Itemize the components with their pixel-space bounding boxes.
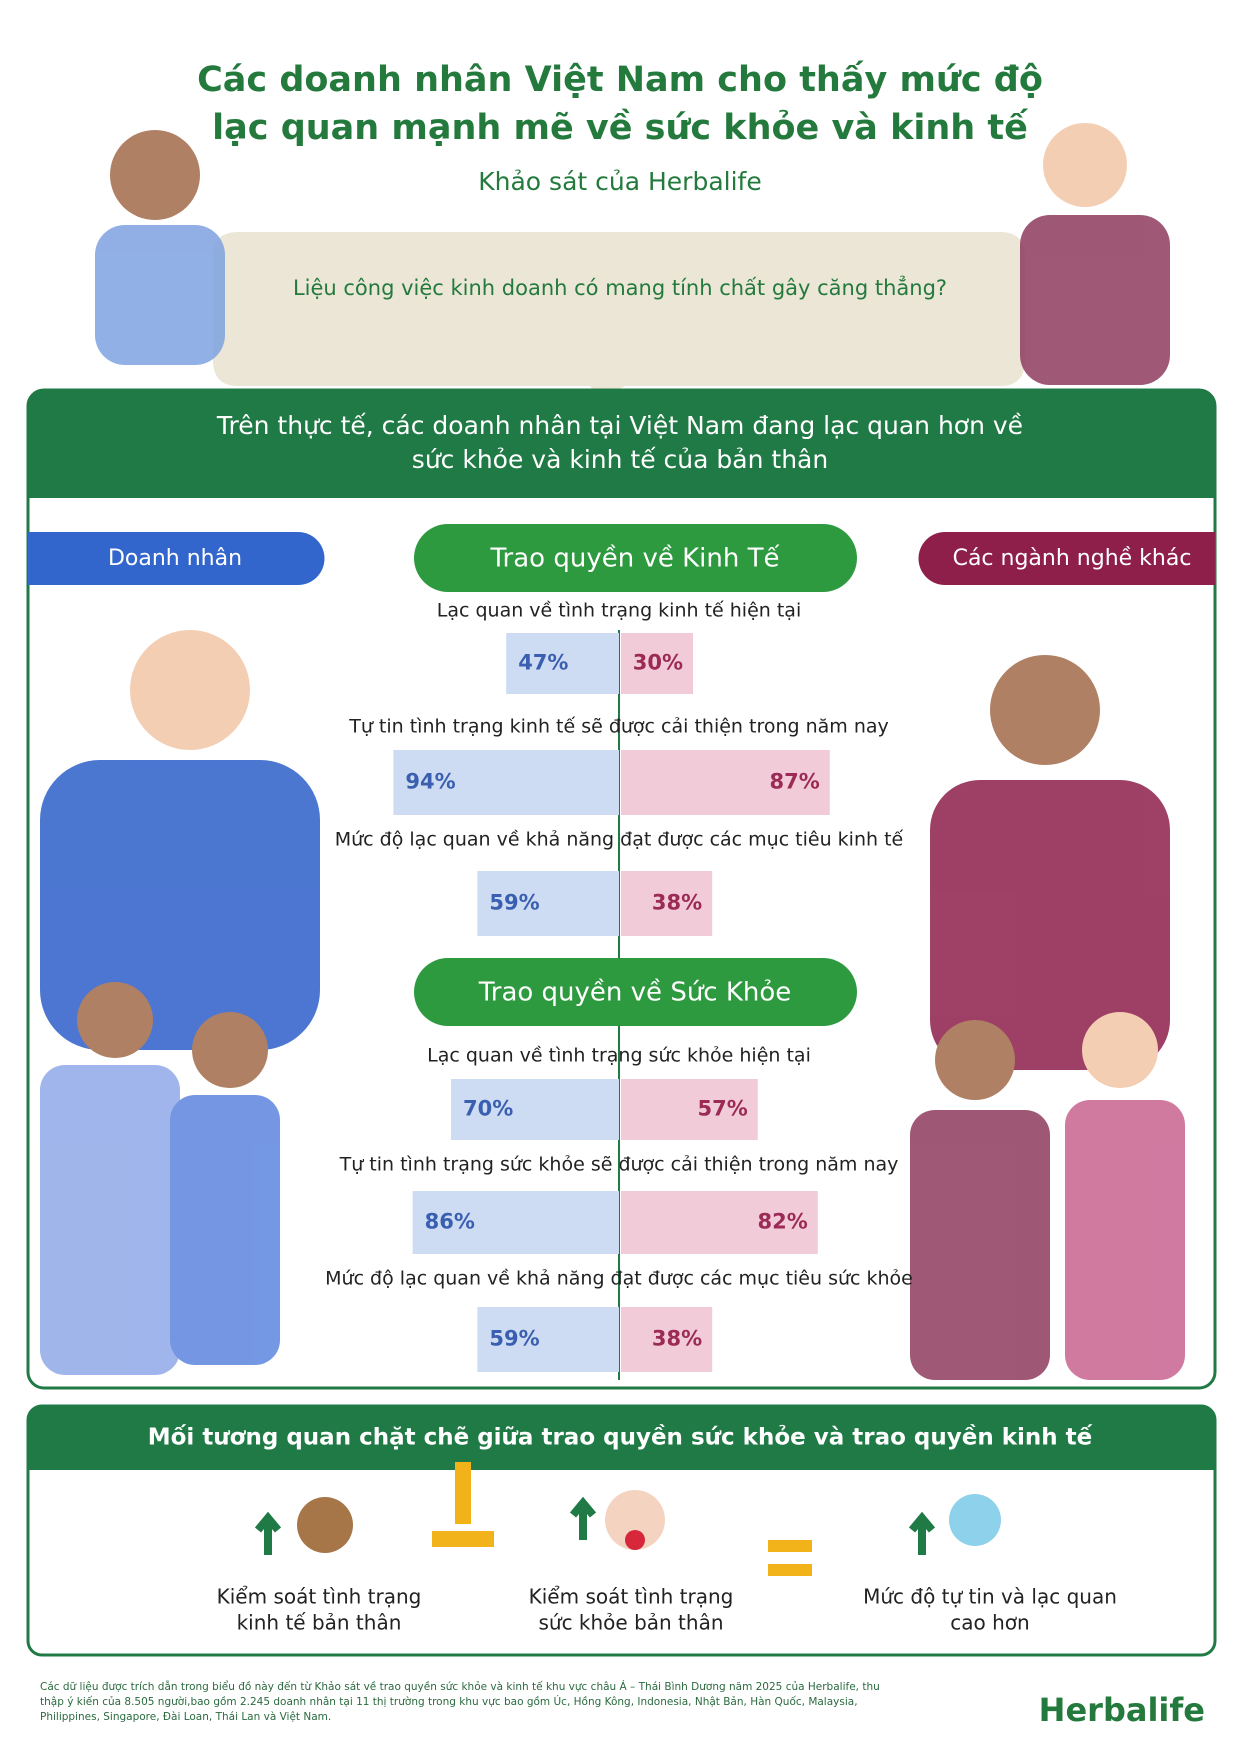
value-label: 57% bbox=[698, 1097, 748, 1121]
value-label: 70% bbox=[463, 1097, 513, 1121]
row-label: Tự tin tình trạng sức khỏe sẽ được cải t… bbox=[339, 1154, 899, 1176]
title: lạc quan mạnh mẽ về sức khỏe và kinh tế bbox=[212, 107, 1029, 148]
summary-item: sức khỏe bản thân bbox=[538, 1611, 723, 1635]
summary-item: Mức độ tự tin và lạc quan bbox=[863, 1585, 1117, 1609]
row-label: Tự tin tình trạng kinh tế sẽ được cải th… bbox=[348, 716, 889, 738]
legend-pill bbox=[918, 532, 1215, 585]
summary-title: Mối tương quan chặt chẽ giữa trao quyền … bbox=[148, 1424, 1093, 1451]
banner-text: Trên thực tế, các doanh nhân tại Việt Na… bbox=[216, 411, 1023, 440]
bar-right bbox=[621, 1307, 713, 1372]
banner bbox=[28, 390, 1215, 498]
speech-bubble bbox=[213, 232, 1025, 400]
banner-text: sức khỏe và kinh tế của bản thân bbox=[412, 445, 828, 474]
row-label: Lạc quan về tình trạng kinh tế hiện tại bbox=[437, 600, 801, 622]
title: Các doanh nhân Việt Nam cho thấy mức độ bbox=[197, 60, 1043, 100]
section-pill bbox=[414, 524, 857, 592]
value-label: 82% bbox=[758, 1210, 808, 1234]
footnote: Các dữ liệu được trích dẫn trong biểu đồ… bbox=[40, 1681, 880, 1723]
value-label: 87% bbox=[770, 770, 820, 794]
brand: Herbalife bbox=[1039, 1691, 1205, 1729]
illustration bbox=[40, 123, 1185, 1380]
bar-right bbox=[621, 633, 693, 694]
bar-left bbox=[412, 1191, 619, 1254]
value-label: 47% bbox=[518, 651, 568, 675]
bar-right bbox=[621, 871, 713, 936]
row-label: Mức độ lạc quan về khả năng đạt được các… bbox=[335, 829, 904, 851]
bar-left bbox=[451, 1079, 619, 1140]
value-label: 94% bbox=[405, 770, 455, 794]
value-label: 30% bbox=[633, 651, 683, 675]
value-label: 86% bbox=[425, 1210, 475, 1234]
value-label: 38% bbox=[652, 891, 702, 915]
legend-pill bbox=[28, 532, 325, 585]
summary-icons bbox=[254, 1462, 1001, 1576]
legend-label: Doanh nhân bbox=[108, 546, 242, 571]
summary-item: cao hơn bbox=[950, 1611, 1029, 1635]
subtitle: Khảo sát của Herbalife bbox=[478, 167, 761, 196]
row-label: Mức độ lạc quan về khả năng đạt được các… bbox=[325, 1268, 913, 1290]
value-label: 59% bbox=[489, 1327, 539, 1351]
value-label: 38% bbox=[652, 1327, 702, 1351]
bar-left bbox=[477, 1307, 619, 1372]
section-title: Trao quyền về Kinh Tế bbox=[490, 544, 780, 574]
bar-left bbox=[393, 750, 619, 815]
section-pill bbox=[414, 958, 857, 1026]
section-title: Trao quyền về Sức Khỏe bbox=[478, 978, 792, 1008]
bar-left bbox=[506, 633, 619, 694]
summary-item: kinh tế bản thân bbox=[237, 1611, 402, 1635]
summary-item: Kiểm soát tình trạng bbox=[217, 1585, 422, 1609]
question: Liệu công việc kinh doanh có mang tính c… bbox=[293, 275, 947, 300]
bar-left bbox=[477, 871, 619, 936]
value-label: 59% bbox=[489, 891, 539, 915]
bar-right bbox=[621, 1191, 818, 1254]
summary-banner bbox=[28, 1406, 1215, 1470]
bar-right bbox=[621, 1079, 758, 1140]
row-label: Lạc quan về tình trạng sức khỏe hiện tại bbox=[427, 1045, 811, 1067]
legend-label: Các ngành nghề khác bbox=[953, 546, 1192, 571]
summary-item: Kiểm soát tình trạng bbox=[529, 1585, 734, 1609]
bar-right bbox=[621, 750, 830, 815]
